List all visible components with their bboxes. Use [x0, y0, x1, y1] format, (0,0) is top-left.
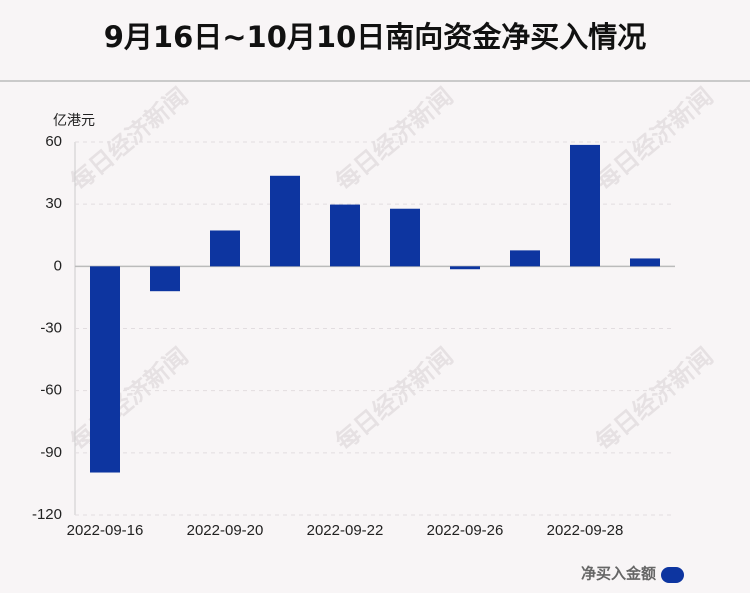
bar — [450, 266, 480, 270]
x-tick-label: 2022-09-16 — [67, 522, 144, 539]
y-tick-label: 0 — [54, 257, 62, 274]
bar — [210, 230, 240, 267]
x-tick-label: 2022-09-26 — [427, 522, 504, 539]
y-tick-label: -30 — [40, 319, 62, 336]
bar — [570, 144, 600, 267]
y-tick-label: -120 — [32, 506, 62, 523]
y-tick-label: -90 — [40, 444, 62, 461]
bar — [390, 208, 420, 267]
legend-swatch — [661, 567, 684, 583]
bar — [510, 250, 540, 267]
bar — [330, 204, 360, 267]
chart-title: 9月16日~10月10日南向资金净买入情况 — [104, 20, 647, 54]
bar — [90, 266, 120, 473]
bar — [630, 258, 660, 267]
y-axis-label: 亿港元 — [53, 113, 95, 129]
legend-label: 净买入金额 — [581, 565, 656, 583]
bar — [150, 266, 180, 292]
y-tick-label: 60 — [45, 133, 62, 150]
bar — [270, 175, 300, 267]
x-tick-label: 2022-09-22 — [307, 522, 384, 539]
y-tick-label: -60 — [40, 382, 62, 399]
x-tick-label: 2022-09-28 — [547, 522, 624, 539]
x-tick-label: 2022-09-20 — [187, 522, 264, 539]
y-tick-label: 30 — [45, 195, 62, 212]
